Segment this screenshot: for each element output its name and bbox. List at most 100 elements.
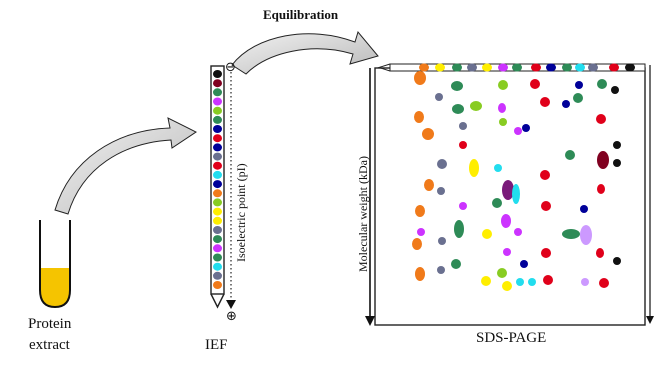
protein-spot (459, 141, 467, 149)
protein-spot (414, 111, 424, 123)
protein-spot (481, 276, 491, 286)
ief-strip (210, 65, 225, 309)
protein-spot (565, 150, 575, 160)
protein-spot (415, 267, 425, 281)
protein-spot (412, 238, 422, 250)
gel-strip-band (531, 63, 541, 72)
ief-band (213, 226, 222, 234)
protein-spot (437, 187, 445, 195)
gel-strip-band (625, 63, 635, 72)
protein-spot (498, 103, 506, 113)
protein-spot (452, 104, 464, 114)
ief-band (213, 235, 222, 244)
ief-band (213, 143, 222, 152)
protein-spot (424, 179, 434, 191)
gel-strip-band (609, 63, 619, 72)
protein-spot (613, 159, 621, 167)
ief-band (213, 88, 222, 97)
tube-outline (39, 220, 71, 309)
ief-band (213, 198, 222, 207)
ief-band (213, 97, 222, 106)
protein-spot (597, 151, 609, 169)
gel-strip-band (435, 63, 445, 72)
ief-band (213, 262, 222, 271)
ief-band (213, 115, 222, 124)
ief-band (213, 253, 222, 262)
protein-spot (562, 229, 580, 239)
protein-liquid (40, 268, 70, 307)
protein-spot (581, 278, 589, 286)
protein-spot (497, 268, 507, 278)
gel-top-strip-tip (377, 63, 391, 72)
gel-strip-band (419, 63, 429, 72)
mw-axis-arrowhead (365, 316, 375, 326)
ief-band (213, 189, 222, 198)
ief-strip-tip (210, 293, 225, 309)
protein-spot (437, 266, 445, 274)
gel-strip-band (467, 63, 477, 72)
protein-spot (611, 86, 619, 94)
protein-spot (470, 101, 482, 111)
protein-spot (580, 205, 588, 213)
protein-spot (580, 225, 592, 245)
protein-spot (541, 248, 551, 258)
protein-spot (575, 81, 583, 89)
label-isoelectric-point-axis: Isoelectric point (pI) (234, 163, 248, 262)
protein-spot (469, 159, 479, 177)
arrow-equilibration (231, 30, 379, 75)
gel-strip-band (588, 63, 598, 72)
protein-spot (498, 80, 508, 90)
protein-spot (417, 228, 425, 236)
gel-strip-band (575, 63, 585, 72)
label-equilibration: Equilibration (263, 7, 339, 22)
protein-spot (438, 237, 446, 245)
protein-spot (540, 97, 550, 107)
arrow-to-ief (54, 117, 197, 215)
label-extract: extract (29, 337, 70, 353)
protein-spot (435, 93, 443, 101)
protein-spot (562, 100, 570, 108)
protein-spot (516, 278, 524, 286)
ief-band (213, 161, 222, 170)
ief-band (213, 134, 222, 143)
protein-spot (459, 122, 467, 130)
plus-electrode-icon: ⊕ (226, 309, 237, 324)
protein-spot (451, 259, 461, 269)
gel-strip-band (546, 63, 556, 72)
protein-spot (522, 124, 530, 132)
test-tube-protein-extract (39, 220, 71, 309)
protein-spot (415, 205, 425, 217)
protein-spot (514, 127, 522, 135)
protein-spot (514, 228, 522, 236)
protein-spot (502, 281, 512, 291)
gel-strip-band (512, 63, 522, 72)
gel-right-arrowhead (646, 316, 654, 324)
protein-spot (492, 198, 502, 208)
sds-page-gel (365, 63, 654, 326)
protein-spot (459, 202, 467, 210)
label-sds-page: SDS-PAGE (476, 330, 547, 346)
gel-strip-band (498, 63, 508, 72)
pi-axis-arrowhead (226, 300, 236, 309)
protein-spot (613, 141, 621, 149)
protein-spot (540, 170, 550, 180)
ief-band (213, 271, 222, 280)
protein-spot (520, 260, 528, 268)
protein-spot (613, 257, 621, 265)
protein-spot (597, 184, 605, 194)
protein-spot (501, 214, 511, 228)
protein-spot (499, 118, 507, 126)
protein-spot (597, 79, 607, 89)
ief-band (213, 281, 222, 289)
minus-electrode-icon: ⊖ (225, 60, 236, 75)
protein-spot (596, 114, 606, 124)
ief-band (213, 244, 222, 253)
protein-spot (573, 93, 583, 103)
protein-spot (530, 79, 540, 89)
protein-spot (541, 201, 551, 211)
ief-band (213, 106, 222, 115)
protein-spot (512, 184, 520, 204)
protein-spot (482, 229, 492, 239)
gel-strip-band (452, 63, 462, 72)
protein-spot (596, 248, 604, 258)
